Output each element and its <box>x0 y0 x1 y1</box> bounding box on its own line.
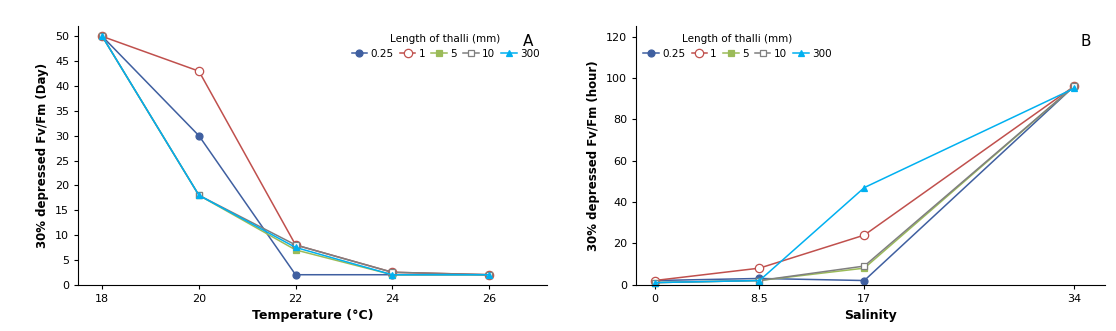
Y-axis label: 30% depressed Fv/Fm (Day): 30% depressed Fv/Fm (Day) <box>37 63 49 248</box>
Text: A: A <box>522 34 532 49</box>
Y-axis label: 30% depressed Fv/Fm (hour): 30% depressed Fv/Fm (hour) <box>587 60 600 251</box>
Text: B: B <box>1080 34 1090 49</box>
Legend: 0.25, 1, 5, 10, 300: 0.25, 1, 5, 10, 300 <box>349 32 541 61</box>
X-axis label: Salinity: Salinity <box>844 309 897 322</box>
X-axis label: Temperature (°C): Temperature (°C) <box>252 309 373 322</box>
Legend: 0.25, 1, 5, 10, 300: 0.25, 1, 5, 10, 300 <box>642 32 834 61</box>
